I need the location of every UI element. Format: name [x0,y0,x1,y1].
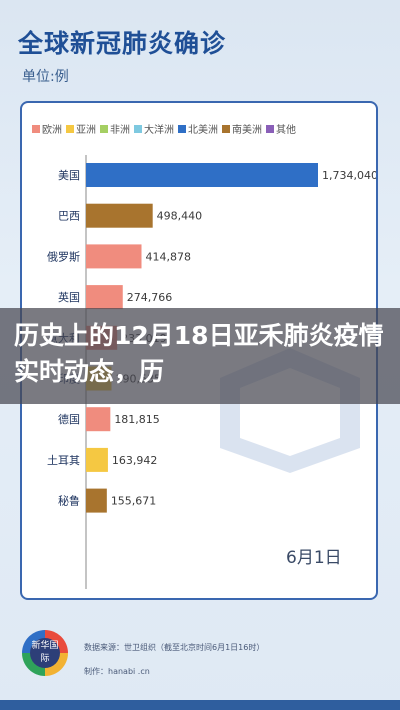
category-label: 土耳其 [47,454,80,467]
bar [86,203,153,228]
value-label: 498,440 [157,210,203,223]
bottom-strip [0,700,400,710]
value-label: 414,878 [146,250,192,263]
chart-title: 全球新冠肺炎确诊 [18,29,227,58]
bar [86,447,108,472]
category-label: 俄罗斯 [47,250,80,263]
category-label: 美国 [58,169,80,182]
headline-band [0,308,400,404]
chart-legend: 欧洲 亚洲 非洲 大洋洲 北美洲 南美洲 其他 [32,121,296,136]
value-label: 181,815 [114,413,159,426]
bar [86,163,318,187]
legend-swatch [222,124,230,133]
legend-swatch [134,124,142,133]
legend-label: 亚洲 [76,125,96,136]
legend-item: 非洲 [100,121,130,136]
legend-label: 其他 [276,125,296,136]
headline-text: 历史上的12月18日亚禾肺炎疫情实时动态，历 [14,321,384,386]
legend-label: 非洲 [110,125,130,136]
legend-item: 北美洲 [178,121,218,136]
value-label: 274,766 [127,291,173,304]
legend-item: 大洋洲 [134,121,174,136]
legend-label: 南美洲 [232,125,262,136]
legend-item: 欧洲 [32,121,62,136]
category-label: 秘鲁 [58,494,80,508]
legend-swatch [32,124,40,133]
legend-label: 欧洲 [42,125,62,136]
legend-item: 亚洲 [66,121,96,136]
bar [86,285,123,310]
legend-swatch [66,124,74,133]
bar [86,407,111,432]
category-label: 巴西 [58,210,80,223]
category-label: 德国 [58,412,80,426]
xinhua-logo-icon: 新华国际 [22,630,68,676]
value-label: 163,942 [112,454,158,467]
legend-item: 南美洲 [222,121,262,136]
legend-label: 大洋洲 [144,125,174,136]
unit-label: 单位:例 [22,69,69,85]
value-label: 1,734,040 [322,169,378,182]
date-label: 6月1日 [286,548,342,568]
value-label: 155,671 [111,495,157,508]
category-label: 英国 [58,290,80,304]
legend-swatch [178,124,186,133]
design-credit-text: 制作：hanabi .cn [84,667,150,676]
data-source-text: 数据来源：世卫组织（截至北京时间6月1日16时） [84,643,265,652]
legend-swatch [266,124,274,133]
legend-swatch [100,124,108,133]
legend-item: 其他 [266,121,296,136]
bar [86,488,107,513]
logo-text: 新华国际 [30,638,60,668]
bar [86,244,142,269]
legend-label: 北美洲 [188,125,218,136]
